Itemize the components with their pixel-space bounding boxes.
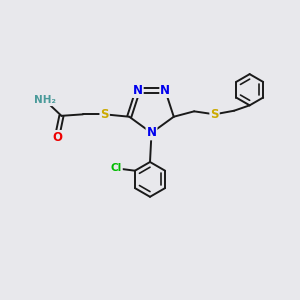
Text: N: N — [133, 84, 143, 97]
Text: N: N — [160, 84, 170, 97]
Text: NH₂: NH₂ — [34, 95, 56, 105]
Text: S: S — [210, 108, 219, 121]
Text: O: O — [52, 131, 62, 144]
Text: N: N — [146, 126, 157, 140]
Text: Cl: Cl — [111, 163, 122, 173]
Text: S: S — [100, 108, 109, 121]
